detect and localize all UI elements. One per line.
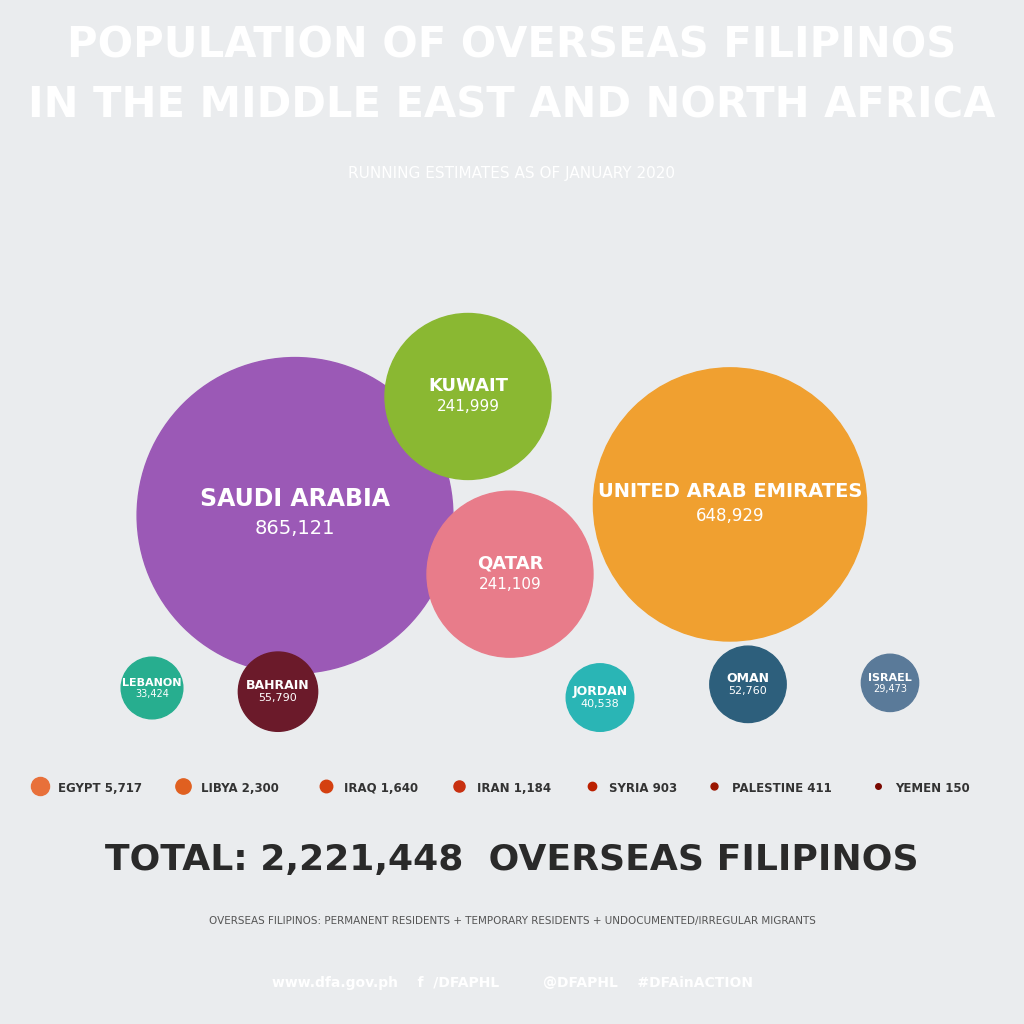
Text: LEBANON: LEBANON (122, 678, 181, 688)
Circle shape (385, 313, 551, 479)
Text: LIBYA 2,300: LIBYA 2,300 (201, 782, 279, 795)
Text: 40,538: 40,538 (581, 699, 620, 710)
Text: IRAQ 1,640: IRAQ 1,640 (344, 782, 418, 795)
Text: 55,790: 55,790 (259, 693, 297, 703)
Circle shape (710, 646, 786, 723)
Text: RUNNING ESTIMATES AS OF JANUARY 2020: RUNNING ESTIMATES AS OF JANUARY 2020 (348, 166, 676, 181)
Circle shape (121, 657, 183, 719)
Text: www.dfa.gov.ph    f  /DFAPHL         @DFAPHL    #DFAinACTION: www.dfa.gov.ph f /DFAPHL @DFAPHL #DFAinA… (271, 976, 753, 990)
Text: UNITED ARAB EMIRATES: UNITED ARAB EMIRATES (598, 481, 862, 501)
Text: SYRIA 903: SYRIA 903 (609, 782, 678, 795)
Text: 241,109: 241,109 (478, 577, 542, 592)
Circle shape (566, 664, 634, 731)
Text: 33,424: 33,424 (135, 689, 169, 698)
Text: OMAN: OMAN (726, 672, 769, 685)
Text: TOTAL: 2,221,448  OVERSEAS FILIPINOS: TOTAL: 2,221,448 OVERSEAS FILIPINOS (105, 843, 919, 877)
Circle shape (239, 652, 317, 731)
Text: SAUDI ARABIA: SAUDI ARABIA (200, 487, 390, 511)
Text: PALESTINE 411: PALESTINE 411 (732, 782, 831, 795)
Text: ISRAEL: ISRAEL (868, 673, 912, 683)
Circle shape (137, 357, 453, 674)
Text: JORDAN: JORDAN (572, 685, 628, 698)
Text: KUWAIT: KUWAIT (428, 377, 508, 395)
Text: 648,929: 648,929 (695, 507, 764, 525)
Text: EGYPT 5,717: EGYPT 5,717 (57, 782, 142, 795)
Text: 52,760: 52,760 (729, 686, 767, 696)
Text: IN THE MIDDLE EAST AND NORTH AFRICA: IN THE MIDDLE EAST AND NORTH AFRICA (29, 85, 995, 127)
Text: OVERSEAS FILIPINOS: PERMANENT RESIDENTS + TEMPORARY RESIDENTS + UNDOCUMENTED/IRR: OVERSEAS FILIPINOS: PERMANENT RESIDENTS … (209, 915, 815, 926)
Circle shape (427, 492, 593, 657)
Text: 865,121: 865,121 (255, 519, 335, 539)
Text: IRAN 1,184: IRAN 1,184 (476, 782, 551, 795)
Text: POPULATION OF OVERSEAS FILIPINOS: POPULATION OF OVERSEAS FILIPINOS (68, 25, 956, 67)
Text: 241,999: 241,999 (436, 399, 500, 415)
Circle shape (594, 368, 866, 641)
Text: YEMEN 150: YEMEN 150 (895, 782, 970, 795)
Text: BAHRAIN: BAHRAIN (246, 679, 310, 692)
Text: 29,473: 29,473 (873, 684, 907, 693)
Text: QATAR: QATAR (477, 555, 543, 572)
Circle shape (861, 654, 919, 712)
